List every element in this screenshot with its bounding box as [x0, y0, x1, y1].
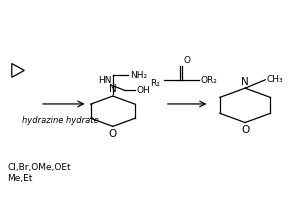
Text: CH₃: CH₃ [267, 75, 284, 84]
Text: OR₂: OR₂ [200, 76, 217, 85]
Text: N: N [241, 77, 249, 87]
Text: Me,Et: Me,Et [7, 174, 33, 183]
Text: O: O [109, 129, 117, 139]
Text: hydrazine hydrate: hydrazine hydrate [22, 116, 99, 125]
Text: R₁: R₁ [150, 79, 160, 88]
Text: O: O [241, 125, 249, 135]
Text: NH₂: NH₂ [130, 71, 147, 80]
Text: Cl,Br,OMe,OEt: Cl,Br,OMe,OEt [7, 163, 71, 172]
Text: OH: OH [136, 86, 150, 95]
Text: HN: HN [98, 76, 111, 85]
Text: N: N [109, 84, 117, 94]
Text: O: O [184, 56, 190, 65]
